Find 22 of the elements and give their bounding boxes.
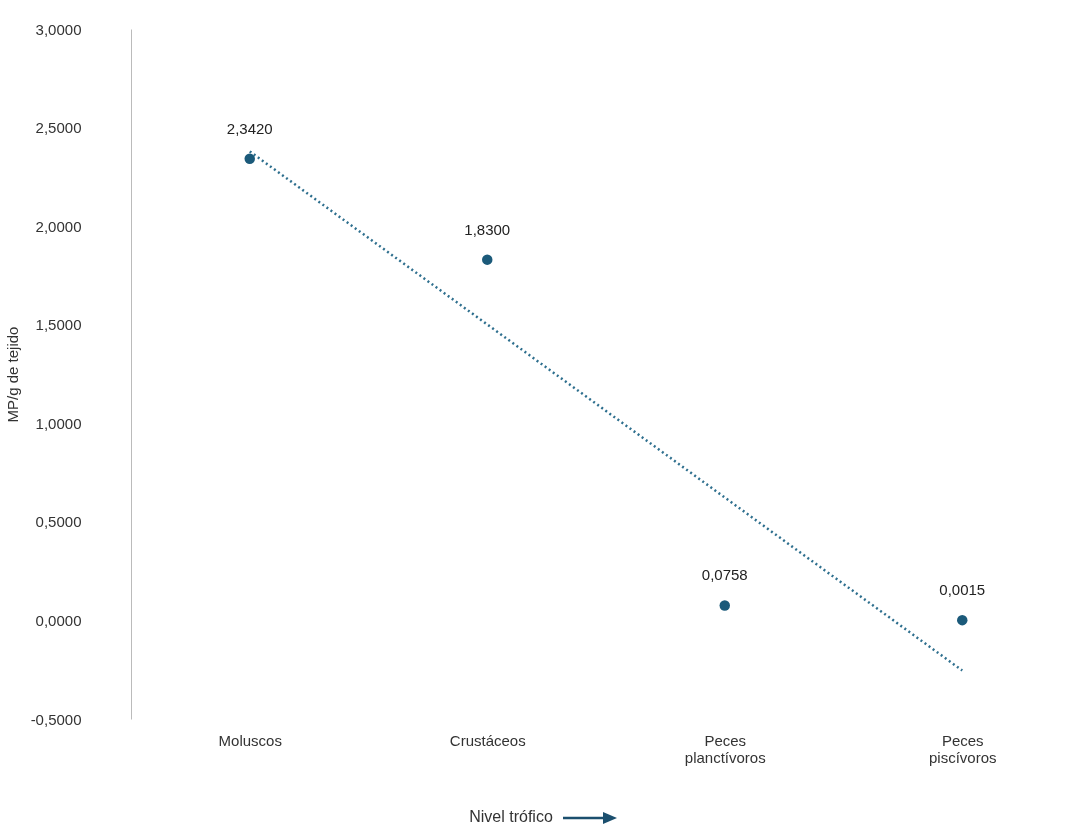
point <box>719 600 730 611</box>
data-label: 2,3420 <box>226 119 273 137</box>
y-tick-label: 0,0000 <box>35 611 82 629</box>
point <box>482 254 493 265</box>
y-tick-label: 0,5000 <box>35 513 82 531</box>
y-tick-label: 1,5000 <box>35 316 82 334</box>
y-tick-label: 2,5000 <box>35 119 82 137</box>
y-axis-title: MP/g de tejido <box>3 326 21 423</box>
y-tick-label: 2,0000 <box>35 217 82 235</box>
y-tick-label: 3,0000 <box>35 20 82 38</box>
data-label: 1,8300 <box>464 220 511 238</box>
point <box>244 153 255 164</box>
y-tick-label: -0,5000 <box>30 710 82 728</box>
y-tick-label: 1,0000 <box>35 414 82 432</box>
point <box>957 614 968 626</box>
data-label: 0,0015 <box>939 581 986 599</box>
x-tick-label: Crustáceos <box>449 731 526 749</box>
x-tick-label: Moluscos <box>218 731 282 749</box>
x-tick-label: Peces piscívoros <box>928 731 997 766</box>
x-tick-label: Peces planctívoros <box>684 731 766 766</box>
x-axis-title: Nivel trófico <box>469 808 553 825</box>
data-label: 0,0758 <box>701 566 748 584</box>
